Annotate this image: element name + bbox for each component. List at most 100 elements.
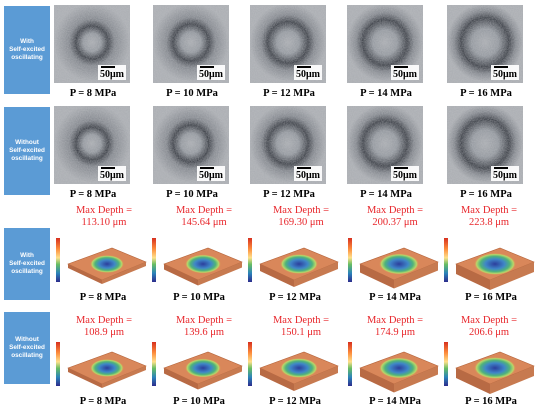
scale-bar-label: 50μm (100, 69, 124, 80)
scale-bar-line (297, 66, 311, 68)
micrograph-without-16mpa: 50μm (447, 106, 523, 184)
profile-3d-without-10mpa (150, 336, 246, 396)
scale-bar: 50μm (197, 166, 225, 181)
scale-bar-label: 50μm (199, 170, 223, 181)
micrograph-without-8mpa: 50μm (54, 106, 130, 184)
micrograph-without-14mpa: 50μm (347, 106, 423, 184)
color-scale-bar (248, 342, 252, 386)
scale-bar-label: 50μm (493, 170, 517, 181)
micrograph-with-10mpa: 50μm (153, 5, 229, 83)
scale-bar: 50μm (391, 65, 419, 80)
scale-bar-line (297, 167, 311, 169)
color-scale-bar (152, 342, 156, 386)
scale-bar-line (494, 167, 508, 169)
pressure-label: P = 16 MPa (465, 396, 517, 407)
scale-bar: 50μm (197, 65, 225, 80)
pressure-label: P = 16 MPa (460, 88, 512, 99)
profile-3d-without-12mpa (246, 336, 342, 396)
color-scale-bar (348, 342, 352, 386)
pressure-label: P = 10 MPa (166, 189, 218, 200)
profile-3d-surface (56, 238, 147, 284)
max-depth-label: Max Depth = 200.37 μm (366, 205, 424, 228)
profile-3d-surface (348, 238, 439, 289)
scale-bar-line (101, 167, 115, 169)
pressure-label: P = 12 MPa (263, 189, 315, 200)
color-scale-bar (348, 238, 352, 282)
profile-3d-with-14mpa (346, 232, 442, 292)
max-depth-label: Max Depth = 139.6 μm (175, 315, 233, 338)
pressure-label: P = 10 MPa (173, 396, 225, 407)
profile-3d-surface (444, 238, 535, 290)
max-depth-label: Max Depth = 145.64 μm (175, 205, 233, 228)
scale-bar-line (394, 167, 408, 169)
profile-3d-surface (152, 238, 243, 286)
max-depth-label: Max Depth = 174.9 μm (366, 315, 424, 338)
profile-3d-with-12mpa (246, 232, 342, 292)
scale-bar-line (200, 66, 214, 68)
profile-3d-surface (348, 342, 439, 393)
scale-bar: 50μm (98, 166, 126, 181)
scale-bar-label: 50μm (199, 69, 223, 80)
pressure-label: P = 12 MPa (263, 88, 315, 99)
scale-bar: 50μm (294, 166, 322, 181)
profile-3d-without-8mpa (54, 336, 150, 396)
micrograph-with-14mpa: 50μm (347, 5, 423, 83)
max-depth-label: Max Depth = 108.9 μm (75, 315, 133, 338)
pressure-label: P = 14 MPa (360, 189, 412, 200)
profile-3d-with-10mpa (150, 232, 246, 292)
scale-bar: 50μm (491, 166, 519, 181)
max-depth-label: Max Depth = 169.30 μm (272, 205, 330, 228)
pressure-label: P = 16 MPa (465, 292, 517, 303)
pressure-label: P = 14 MPa (369, 292, 421, 303)
profile-3d-surface (444, 342, 535, 394)
row-label-without-micro: Without Self-excited oscillating (4, 107, 50, 195)
color-scale-bar (56, 238, 60, 282)
pressure-label: P = 10 MPa (166, 88, 218, 99)
scale-bar-label: 50μm (100, 170, 124, 181)
scale-bar: 50μm (491, 65, 519, 80)
scale-bar-label: 50μm (393, 170, 417, 181)
max-depth-label: Max Depth = 223.8 μm (460, 205, 518, 228)
scale-bar: 50μm (294, 65, 322, 80)
scale-bar-label: 50μm (296, 170, 320, 181)
row-label-without-3d: Without Self-excited oscillating (4, 312, 50, 384)
color-scale-bar (444, 238, 448, 282)
color-scale-bar (152, 238, 156, 282)
profile-3d-without-16mpa (442, 336, 538, 396)
row-label-with-3d: With Self-excited oscillating (4, 228, 50, 300)
scale-bar-line (101, 66, 115, 68)
pressure-label: P = 12 MPa (269, 396, 321, 407)
pressure-label: P = 16 MPa (460, 189, 512, 200)
profile-3d-with-8mpa (54, 232, 150, 292)
scale-bar-label: 50μm (393, 69, 417, 80)
scale-bar-line (200, 167, 214, 169)
profile-3d-without-14mpa (346, 336, 442, 396)
color-scale-bar (56, 342, 60, 386)
scale-bar-label: 50μm (296, 69, 320, 80)
pressure-label: P = 10 MPa (173, 292, 225, 303)
scale-bar-line (494, 66, 508, 68)
micrograph-with-12mpa: 50μm (250, 5, 326, 83)
micrograph-without-12mpa: 50μm (250, 106, 326, 184)
color-scale-bar (248, 238, 252, 282)
max-depth-label: Max Depth = 150.1 μm (272, 315, 330, 338)
scale-bar: 50μm (98, 65, 126, 80)
profile-3d-with-16mpa (442, 232, 538, 292)
profile-3d-surface (152, 342, 243, 390)
max-depth-label: Max Depth = 206.6 μm (460, 315, 518, 338)
pressure-label: P = 8 MPa (69, 88, 117, 99)
micrograph-with-8mpa: 50μm (54, 5, 130, 83)
scale-bar-line (394, 66, 408, 68)
pressure-label: P = 8 MPa (69, 189, 117, 200)
profile-3d-surface (56, 342, 147, 388)
color-scale-bar (444, 342, 448, 386)
max-depth-label: Max Depth = 113.10 μm (75, 205, 133, 228)
scale-bar-label: 50μm (493, 69, 517, 80)
pressure-label: P = 8 MPa (79, 396, 127, 407)
micrograph-without-10mpa: 50μm (153, 106, 229, 184)
pressure-label: P = 12 MPa (269, 292, 321, 303)
scale-bar: 50μm (391, 166, 419, 181)
profile-3d-surface (248, 342, 339, 391)
pressure-label: P = 14 MPa (369, 396, 421, 407)
profile-3d-surface (248, 238, 339, 287)
